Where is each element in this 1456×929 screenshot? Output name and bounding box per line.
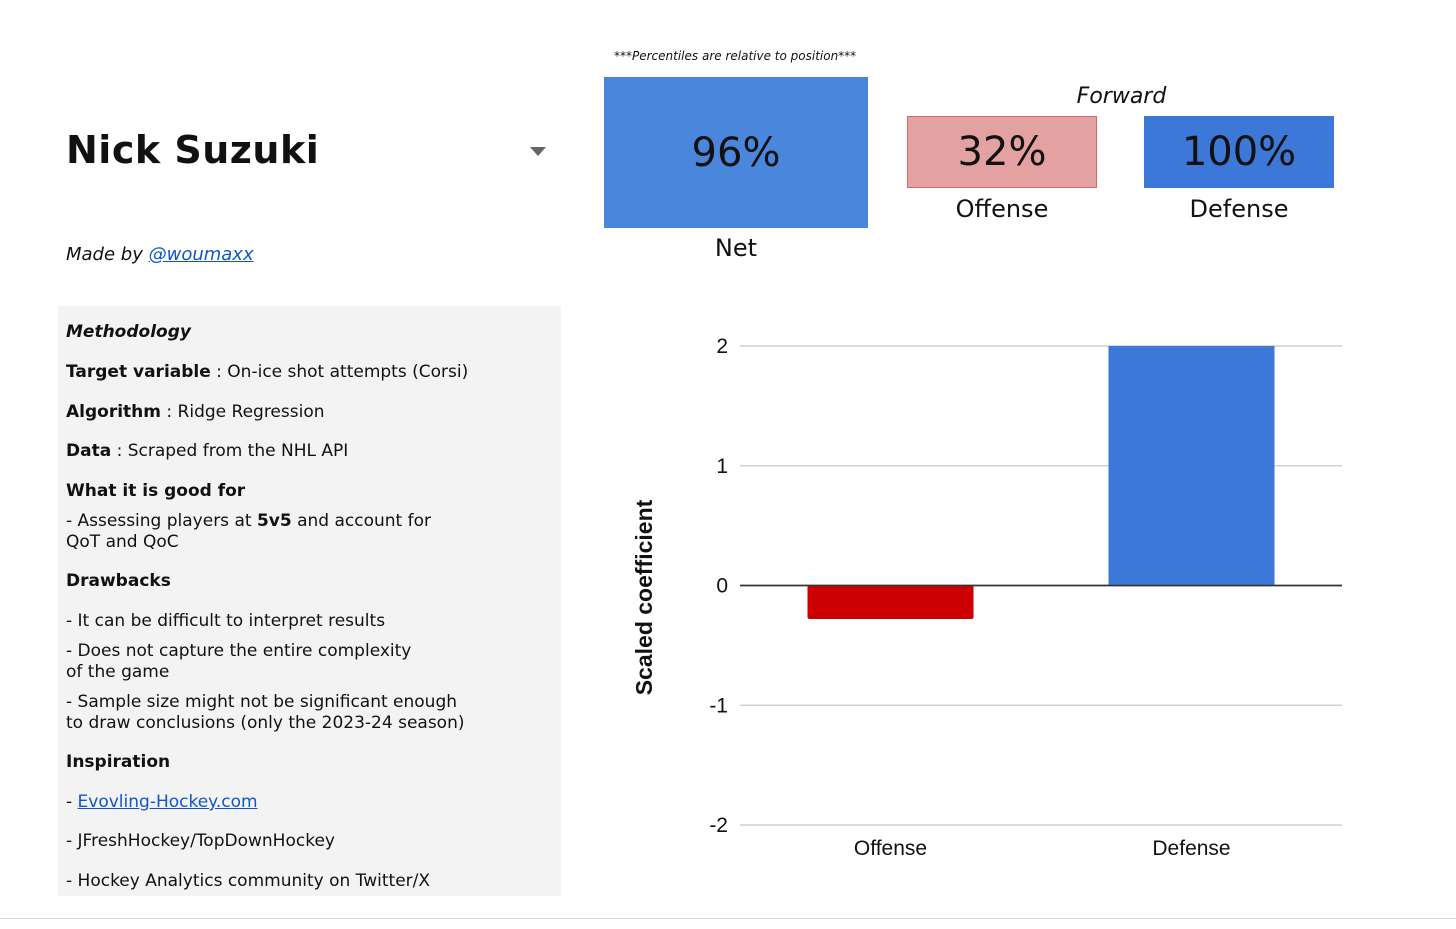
- net-label: Net: [714, 234, 758, 262]
- algorithm-label: Algorithm: [66, 402, 161, 422]
- target-variable-value: : On-ice shot attempts (Corsi): [210, 362, 469, 382]
- bar-offense: [807, 585, 974, 620]
- bar-layer: [740, 346, 1342, 620]
- data-label: Data: [66, 441, 112, 461]
- y-tick-label: 2: [716, 335, 728, 358]
- algorithm-line: Algorithm : Ridge Regression: [66, 402, 325, 423]
- y-tick-label: 1: [716, 455, 728, 478]
- good-for-text-c: and account for: [291, 511, 431, 531]
- offense-label: Offense: [955, 195, 1049, 223]
- inspiration-prefix: -: [66, 792, 78, 812]
- methodology-panel: Methodology Target variable : On-ice sho…: [58, 306, 561, 896]
- drawback-item: - Does not capture the entire complexity: [66, 641, 412, 661]
- target-variable-line: Target variable : On-ice shot attempts (…: [66, 362, 468, 383]
- percentile-note: ***Percentiles are relative to position*…: [614, 49, 857, 63]
- good-for-item-cont: QoT and QoC: [66, 532, 179, 552]
- good-for-title: What it is good for: [66, 481, 246, 501]
- drawback-item: - Sample size might not be significant e…: [66, 692, 458, 712]
- coefficient-chart: 2 1 0 -1 -2 Offense Defense Scaled coefficient: [631, 335, 1342, 860]
- inspiration-link[interactable]: Evovling-Hockey.com: [77, 792, 258, 812]
- inspiration-item: - Hockey Analytics community on Twitter/…: [66, 871, 431, 891]
- data-line: Data : Scraped from the NHL API: [66, 441, 348, 462]
- label-layer: 2 1 0 -1 -2 Offense Defense Scaled coefficient: [631, 335, 1231, 860]
- drawback-item: - It can be difficult to interpret resul…: [66, 611, 386, 631]
- inspiration-item: - JFreshHockey/TopDownHockey: [66, 831, 335, 851]
- good-for-text-b: 5v5: [256, 511, 292, 531]
- x-tick-label: Defense: [1152, 837, 1230, 860]
- y-tick-label: -1: [709, 694, 728, 717]
- drawback-item-cont: of the game: [66, 662, 170, 682]
- net-percentile-tile: 96%: [604, 77, 868, 228]
- y-tick-label: 0: [716, 575, 728, 598]
- position-label: Forward: [1076, 84, 1167, 109]
- algorithm-value: : Ridge Regression: [161, 402, 325, 422]
- good-for-item: - Assessing players at 5v5 and account f…: [66, 511, 431, 532]
- y-tick-label: -2: [709, 814, 728, 837]
- defense-percentile-tile: 100%: [1144, 116, 1334, 188]
- y-axis-title: Scaled coefficient: [631, 499, 657, 695]
- credit-line: Made by @woumaxx: [66, 244, 254, 265]
- credit-handle-link[interactable]: @woumaxx: [148, 244, 254, 265]
- bar-defense: [1108, 346, 1275, 586]
- offense-percentile-tile: 32%: [907, 116, 1097, 188]
- defense-label: Defense: [1189, 195, 1289, 223]
- x-tick-label: Offense: [854, 837, 927, 860]
- credit-prefix: Made by: [66, 244, 149, 265]
- target-variable-label: Target variable: [66, 362, 211, 382]
- drawbacks-title: Drawbacks: [66, 571, 171, 591]
- divider: [0, 918, 1456, 919]
- good-for-text-a: - Assessing players at: [66, 511, 257, 531]
- methodology-title: Methodology: [66, 322, 191, 342]
- inspiration-item: - Evovling-Hockey.com: [66, 792, 258, 813]
- drawback-item-cont: to draw conclusions (only the 2023-24 se…: [66, 713, 465, 733]
- inspiration-title: Inspiration: [66, 752, 171, 772]
- player-name[interactable]: Nick Suzuki: [66, 128, 320, 172]
- dropdown-arrow-icon[interactable]: [530, 147, 546, 156]
- data-value: : Scraped from the NHL API: [111, 441, 349, 461]
